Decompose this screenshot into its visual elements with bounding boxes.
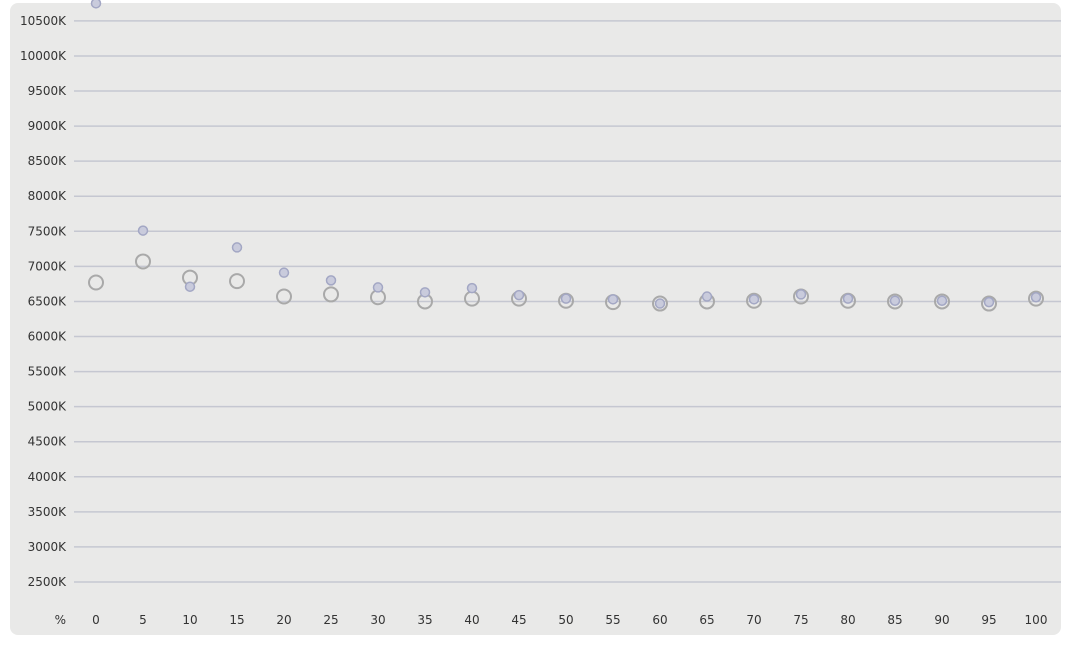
- y-tick-label: 8500K: [28, 154, 68, 168]
- data-point-small[interactable]: [889, 295, 901, 306]
- data-point-small[interactable]: [419, 287, 431, 298]
- y-tick-label: 6500K: [28, 294, 68, 308]
- x-tick-label: 70: [746, 613, 761, 627]
- data-point-small[interactable]: [701, 291, 713, 302]
- data-point-small[interactable]: [372, 282, 384, 293]
- data-point-small[interactable]: [936, 295, 948, 306]
- data-point-small[interactable]: [607, 294, 619, 305]
- y-tick-label: 5000K: [28, 400, 68, 414]
- x-tick-label: 55: [605, 613, 620, 627]
- y-tick-label: 2500K: [28, 575, 68, 589]
- y-tick-label: 9000K: [28, 119, 68, 133]
- data-point-large[interactable]: [652, 295, 668, 312]
- data-point-small[interactable]: [278, 267, 290, 278]
- x-tick-label: 25: [323, 613, 338, 627]
- x-tick-label: 30: [370, 613, 385, 627]
- x-tick-label: 75: [793, 613, 808, 627]
- y-tick-label: 3500K: [28, 505, 68, 519]
- x-tick-label: 100: [1025, 613, 1048, 627]
- y-tick-label: 10500K: [20, 14, 67, 28]
- data-point-small[interactable]: [748, 294, 760, 305]
- x-tick-label: 80: [840, 613, 855, 627]
- x-tick-label: 65: [699, 613, 714, 627]
- data-point-small[interactable]: [137, 225, 149, 236]
- x-tick-label: 20: [276, 613, 291, 627]
- data-point-small[interactable]: [795, 289, 807, 300]
- data-point-large[interactable]: [229, 273, 245, 290]
- data-point-large[interactable]: [981, 295, 997, 312]
- plot-area: [10, 3, 1061, 635]
- data-point-small[interactable]: [184, 281, 196, 292]
- data-point-large[interactable]: [746, 292, 762, 309]
- data-point-large[interactable]: [88, 274, 104, 291]
- data-point-large[interactable]: [276, 288, 292, 305]
- x-tick-label: 85: [887, 613, 902, 627]
- data-point-small[interactable]: [654, 298, 666, 309]
- x-tick-label: 90: [934, 613, 949, 627]
- data-point-large[interactable]: [135, 253, 151, 270]
- y-tick-label: 4500K: [28, 435, 68, 449]
- x-tick-label: 35: [417, 613, 432, 627]
- y-tick-label: 8000K: [28, 189, 68, 203]
- data-point-small[interactable]: [466, 282, 478, 294]
- x-tick-label: 60: [652, 613, 667, 627]
- y-tick-label: 7000K: [28, 259, 68, 273]
- data-point-large[interactable]: [934, 293, 950, 310]
- x-tick-label: 95: [981, 613, 996, 627]
- y-tick-label: 10000K: [20, 49, 67, 63]
- data-point-large[interactable]: [887, 293, 903, 310]
- y-tick-label: 3000K: [28, 540, 68, 554]
- data-point-small[interactable]: [1030, 291, 1042, 303]
- data-point-small[interactable]: [983, 296, 995, 308]
- x-tick-label: 50: [558, 613, 573, 627]
- data-point-small[interactable]: [231, 242, 243, 253]
- data-point-small[interactable]: [513, 289, 525, 301]
- x-axis-label: %: [55, 613, 66, 627]
- data-point-large[interactable]: [1028, 290, 1044, 307]
- y-tick-label: 5500K: [28, 365, 68, 379]
- y-tick-label: 6000K: [28, 330, 68, 344]
- data-point-large[interactable]: [464, 290, 480, 307]
- data-point-small[interactable]: [325, 275, 337, 286]
- x-tick-label: 5: [139, 613, 147, 627]
- data-point-small[interactable]: [842, 293, 854, 304]
- data-point-small[interactable]: [560, 293, 572, 304]
- y-tick-label: 7500K: [28, 224, 68, 238]
- x-tick-label: 10: [182, 613, 197, 627]
- x-tick-label: 45: [511, 613, 526, 627]
- x-tick-label: 40: [464, 613, 479, 627]
- y-tick-label: 9500K: [28, 84, 68, 98]
- data-point-small[interactable]: [90, 0, 102, 9]
- y-tick-label: 4000K: [28, 470, 68, 484]
- x-tick-label: 0: [92, 613, 100, 627]
- data-point-large[interactable]: [323, 286, 339, 303]
- x-tick-label: 15: [229, 613, 244, 627]
